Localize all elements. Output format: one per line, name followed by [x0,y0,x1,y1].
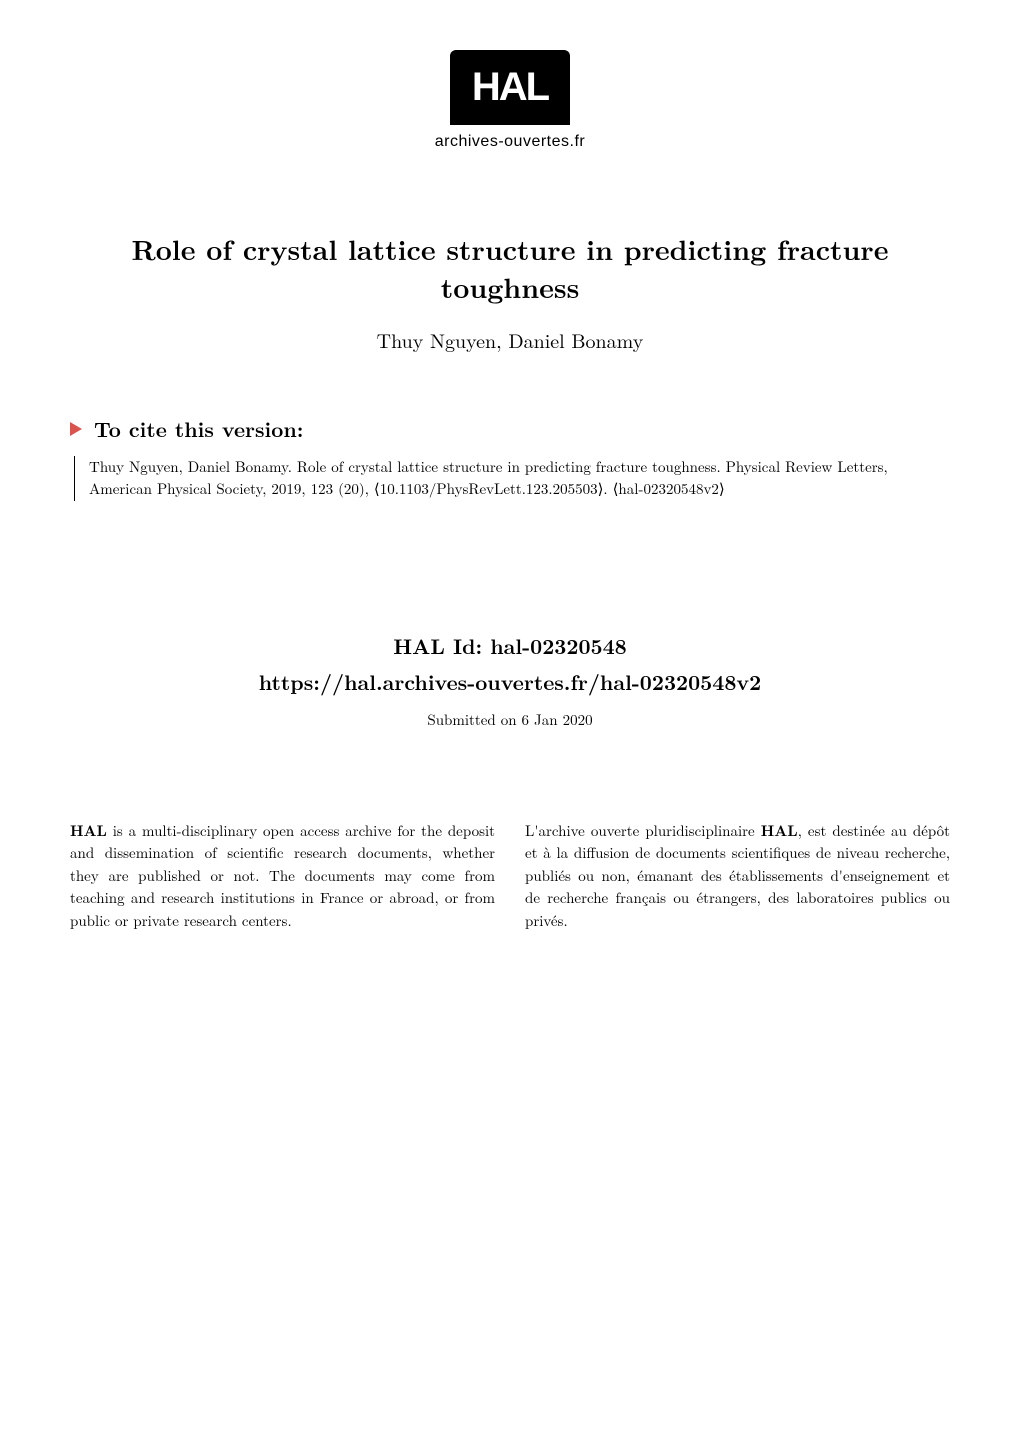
cite-body: Thuy Nguyen, Daniel Bonamy. Role of crys… [74,456,950,501]
title-section: Role of crystal lattice structure in pre… [0,191,1020,374]
paper-title-line1: Role of crystal lattice structure in pre… [132,229,889,269]
hal-logo-container: HAL archives-ouvertes.fr [0,0,1020,191]
description-left-bold: HAL [70,820,107,841]
hal-logo-text: HAL [472,65,548,110]
hal-logo: HAL archives-ouvertes.fr [435,50,586,151]
cite-header: To cite this version: [70,414,950,444]
description-right-column: L'archive ouverte pluridisciplinaire HAL… [525,820,950,933]
hal-url: https://hal.archives-ouvertes.fr/hal-023… [60,667,960,697]
description-right-pre: L'archive ouverte pluridisciplinaire [525,820,761,841]
submitted-date: Submitted on 6 Jan 2020 [60,709,960,730]
hal-logo-box: HAL [450,50,570,125]
description-section: HAL is a multi-disciplinary open access … [0,750,1020,963]
paper-authors: Thuy Nguyen, Daniel Bonamy [60,325,960,354]
description-left-text: is a multi-disciplinary open access arch… [70,820,495,931]
cite-title: To cite this version: [94,414,303,444]
triangle-right-icon [70,422,82,436]
hal-logo-subtitle: archives-ouvertes.fr [435,133,586,151]
description-left-column: HAL is a multi-disciplinary open access … [70,820,495,933]
hal-id-label: HAL Id: hal-02320548 [60,631,960,661]
paper-title: Role of crystal lattice structure in pre… [60,231,960,307]
paper-title-line2: toughness [441,267,580,307]
description-right-bold: HAL [761,820,798,841]
hal-id-section: HAL Id: hal-02320548 https://hal.archive… [0,511,1020,750]
cite-section: To cite this version: Thuy Nguyen, Danie… [0,374,1020,511]
